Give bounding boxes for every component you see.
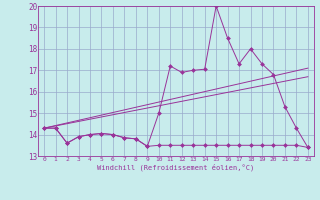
X-axis label: Windchill (Refroidissement éolien,°C): Windchill (Refroidissement éolien,°C)	[97, 163, 255, 171]
